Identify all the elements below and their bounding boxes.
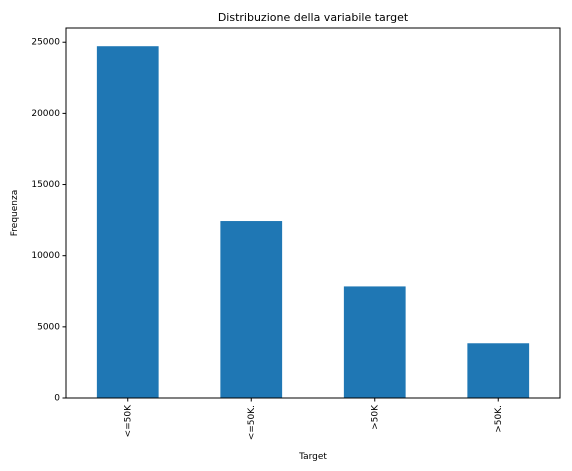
y-tick-label-4: 20000	[31, 109, 60, 119]
bar-0	[96, 46, 159, 398]
bar-3	[467, 343, 530, 398]
bar-1	[220, 221, 283, 398]
y-tick-label-1: 5000	[37, 322, 60, 332]
plot-frame	[65, 27, 561, 399]
y-tick-label-0: 0	[54, 394, 60, 404]
x-tick-label-1: <=50K.	[247, 405, 257, 440]
y-tick-label-2: 10000	[31, 251, 60, 261]
x-tick-label-3: >50K.	[494, 405, 504, 433]
x-axis: <=50K <=50K. >50K >50K.	[123, 398, 504, 440]
y-axis: 0 5000 10000 15000 20000 25000	[31, 38, 66, 404]
y-tick-label-5: 25000	[31, 38, 60, 48]
bar-2	[343, 286, 406, 398]
chart-title: Distribuzione della variabile target	[218, 11, 409, 24]
x-tick-label-2: >50K	[370, 404, 380, 430]
y-axis-label: Frequenza	[10, 190, 20, 236]
x-axis-label: Target	[298, 452, 327, 462]
x-tick-label-0: <=50K	[123, 404, 133, 438]
bars-group	[96, 46, 530, 398]
y-tick-label-3: 15000	[31, 180, 60, 190]
